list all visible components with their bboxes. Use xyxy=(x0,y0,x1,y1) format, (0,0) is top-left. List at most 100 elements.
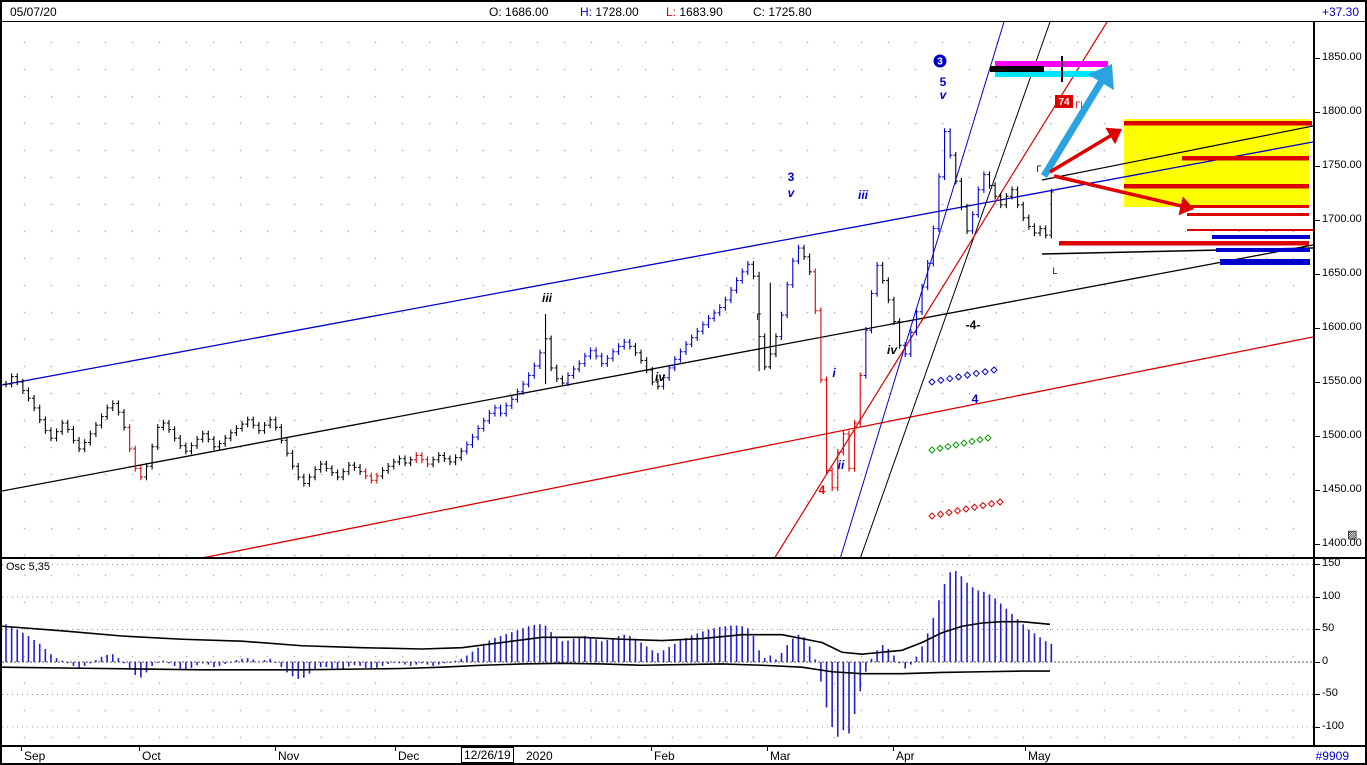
pivot-marks: Γ Γ L ΓΙ xyxy=(757,100,1083,322)
price-axis-tick xyxy=(1315,436,1320,437)
chart-id: #9909 xyxy=(1315,749,1349,763)
month-label: Apr xyxy=(896,749,915,763)
change-value: +37.30 xyxy=(1321,5,1359,19)
oscillator-axis: 150 100 50 0 -50 -100 xyxy=(1315,559,1365,747)
svg-text:-4-: -4- xyxy=(966,318,981,332)
oscillator-axis-label: -100 xyxy=(1322,720,1345,732)
price-axis: ▨ 1850.00 1800.00 1750.00 1700.00 1650.00 160… xyxy=(1315,22,1365,559)
close-label: C: xyxy=(753,5,765,19)
month-tick xyxy=(139,747,140,751)
svg-text:4: 4 xyxy=(972,392,979,406)
low-value: 1683.90 xyxy=(679,5,723,19)
oscillator-axis-label: 100 xyxy=(1322,590,1341,602)
open-value: 1686.00 xyxy=(505,5,549,19)
projection-arrow-up-cyan[interactable] xyxy=(1041,64,1114,178)
svg-text:v: v xyxy=(940,88,948,102)
svg-text:74: 74 xyxy=(1058,97,1070,108)
oscillator-axis-label: 50 xyxy=(1322,622,1335,634)
close-readout: C: 1725.80 xyxy=(753,5,812,19)
axis-corner-icon: ▨ xyxy=(1347,529,1358,541)
price-axis-tick xyxy=(1315,220,1320,221)
svg-text:ii: ii xyxy=(838,458,845,472)
month-label: Dec xyxy=(398,749,420,763)
month-tick xyxy=(21,747,22,751)
svg-text:iv: iv xyxy=(887,343,898,357)
oscillator-axis-label: 150 xyxy=(1322,559,1341,569)
price-axis-label: 1550.00 xyxy=(1322,375,1362,387)
price-axis-label: 1750.00 xyxy=(1322,159,1362,171)
price-axis-tick xyxy=(1315,490,1320,491)
axis-separator xyxy=(1313,22,1315,747)
oscillator-signal-lines xyxy=(2,620,1051,675)
month-tick xyxy=(395,747,396,751)
panel-separator xyxy=(2,557,1365,559)
projection-arrow-down-red[interactable] xyxy=(1053,174,1194,216)
svg-text:iii: iii xyxy=(858,188,869,202)
price-level-bars[interactable] xyxy=(1059,121,1313,265)
trend-lines[interactable] xyxy=(2,22,1313,559)
month-label: Mar xyxy=(770,749,791,763)
oscillator-axis-tick xyxy=(1315,662,1320,663)
price-axis-tick xyxy=(1315,382,1320,383)
svg-text:3: 3 xyxy=(937,57,943,68)
time-axis-separator xyxy=(2,745,1365,747)
month-label: May xyxy=(1028,749,1051,763)
price-axis-tick xyxy=(1315,328,1320,329)
oscillator-plot-svg[interactable] xyxy=(2,559,1313,747)
oscillator-axis-tick xyxy=(1315,694,1320,695)
open-readout: O: 1686.00 xyxy=(489,5,548,19)
high-label: H: xyxy=(580,5,592,19)
low-label: L: xyxy=(666,5,677,19)
oscillator-axis-label: 0 xyxy=(1322,655,1329,667)
price-axis-label: 1650.00 xyxy=(1322,267,1362,279)
price-axis-tick xyxy=(1315,274,1320,275)
info-bar: 05/07/20 O: 1686.00 H: 1728.00 L: 1683.9… xyxy=(2,2,1365,22)
diamond-markers xyxy=(928,366,1004,520)
price-axis-label: 1400.00 xyxy=(1322,537,1362,549)
oscillator-axis-tick xyxy=(1315,727,1320,728)
price-axis-label: 1850.00 xyxy=(1322,51,1362,63)
svg-text:v: v xyxy=(788,186,796,200)
high-readout: H: 1728.00 xyxy=(580,5,639,19)
price-axis-tick xyxy=(1315,58,1320,59)
oscillator-plot[interactable]: Osc 5,35 xyxy=(2,559,1313,747)
price-axis-label: 1450.00 xyxy=(1322,483,1362,495)
year-label: 2020 xyxy=(526,749,553,763)
projection-arrow-up-red[interactable] xyxy=(1049,127,1122,174)
date-label: 05/07/20 xyxy=(10,5,57,19)
month-tick xyxy=(893,747,894,751)
yellow-target-zone[interactable] xyxy=(1124,119,1309,207)
time-count-badge[interactable]: 74 xyxy=(1055,95,1073,108)
svg-text:ΓΙ: ΓΙ xyxy=(1075,100,1082,110)
svg-text:iii: iii xyxy=(542,291,553,305)
time-axis: 12/26/19 2020 #9909 Sep Oct Nov Dec Feb Mar Ap… xyxy=(2,747,1365,763)
infobar-separator xyxy=(2,21,1365,22)
month-label: Feb xyxy=(654,749,675,763)
oscillator-axis-label: -50 xyxy=(1322,687,1338,699)
month-tick xyxy=(275,747,276,751)
projection-arrows[interactable] xyxy=(1041,64,1194,216)
month-label: Sep xyxy=(24,749,46,763)
month-tick xyxy=(651,747,652,751)
price-bars xyxy=(3,128,1054,492)
oscillator-axis-tick xyxy=(1315,564,1320,565)
mob-projection[interactable] xyxy=(990,56,1108,82)
oscillator-gridlines xyxy=(2,564,1313,728)
price-axis-tick xyxy=(1315,544,1320,545)
oscillator-histogram xyxy=(5,571,1053,737)
price-plot[interactable]: 3 5 v 3 v iii iii iv i ii 4 iv -4- 4 Γ Γ L ΓΙ 74 xyxy=(2,22,1313,559)
svg-text:i: i xyxy=(832,366,836,380)
svg-text:iv: iv xyxy=(655,370,666,384)
price-axis-label: 1800.00 xyxy=(1322,105,1362,117)
price-axis-tick xyxy=(1315,112,1320,113)
svg-text:5: 5 xyxy=(940,75,947,89)
oscillator-label: Osc 5,35 xyxy=(6,561,51,573)
date-box[interactable]: 12/26/19 xyxy=(461,747,514,763)
close-value: 1725.80 xyxy=(768,5,812,19)
price-axis-label: 1600.00 xyxy=(1322,321,1362,333)
svg-text:Γ: Γ xyxy=(1037,164,1042,174)
svg-text:L: L xyxy=(1052,266,1057,276)
